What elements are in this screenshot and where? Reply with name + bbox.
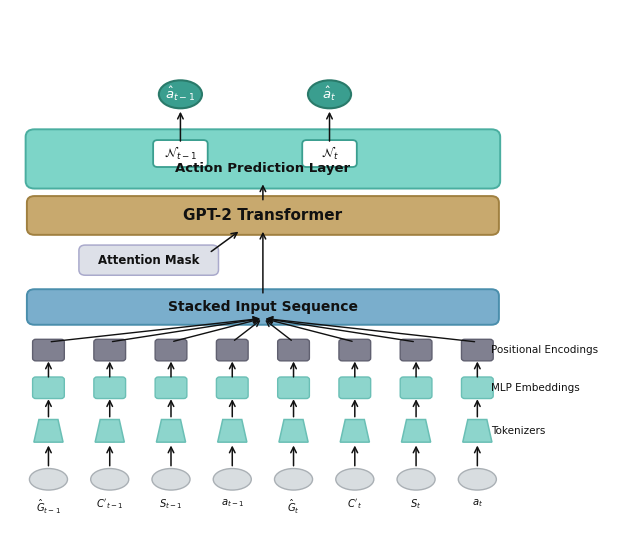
Text: $\hat{G}_t$: $\hat{G}_t$ [287, 498, 300, 516]
FancyBboxPatch shape [278, 377, 309, 399]
FancyBboxPatch shape [33, 377, 64, 399]
Ellipse shape [308, 81, 351, 108]
Ellipse shape [29, 468, 67, 490]
Text: Tokenizers: Tokenizers [492, 426, 546, 436]
Text: MLP Embeddings: MLP Embeddings [492, 383, 580, 393]
Text: $a_t$: $a_t$ [472, 498, 483, 509]
Ellipse shape [213, 468, 252, 490]
Text: $\hat{a}_t$: $\hat{a}_t$ [323, 85, 337, 103]
Text: $\hat{G}_{t-1}$: $\hat{G}_{t-1}$ [36, 498, 61, 516]
Text: Attention Mask: Attention Mask [98, 254, 200, 267]
Text: $S_t$: $S_t$ [410, 498, 422, 511]
Polygon shape [463, 419, 492, 442]
Ellipse shape [152, 468, 190, 490]
Text: $C'_t$: $C'_t$ [348, 498, 362, 511]
FancyBboxPatch shape [26, 129, 500, 189]
Polygon shape [95, 419, 124, 442]
Text: Stacked Input Sequence: Stacked Input Sequence [168, 300, 358, 314]
Ellipse shape [91, 468, 129, 490]
Text: GPT-2 Transformer: GPT-2 Transformer [183, 208, 342, 223]
FancyBboxPatch shape [461, 377, 493, 399]
FancyBboxPatch shape [339, 377, 371, 399]
FancyBboxPatch shape [155, 377, 187, 399]
FancyBboxPatch shape [302, 140, 356, 167]
Text: $\mathcal{N}_t$: $\mathcal{N}_t$ [321, 145, 339, 162]
FancyBboxPatch shape [94, 377, 125, 399]
Text: $a_{t-1}$: $a_{t-1}$ [221, 498, 244, 509]
FancyBboxPatch shape [155, 339, 187, 361]
Polygon shape [156, 419, 186, 442]
Ellipse shape [397, 468, 435, 490]
Ellipse shape [336, 468, 374, 490]
Polygon shape [279, 419, 308, 442]
Ellipse shape [159, 81, 202, 108]
FancyBboxPatch shape [339, 339, 371, 361]
FancyBboxPatch shape [33, 339, 64, 361]
FancyBboxPatch shape [278, 339, 309, 361]
FancyBboxPatch shape [94, 339, 125, 361]
Ellipse shape [458, 468, 497, 490]
FancyBboxPatch shape [27, 196, 499, 235]
Text: $\hat{a}_{t-1}$: $\hat{a}_{t-1}$ [165, 85, 196, 103]
Text: $\mathcal{N}_{t-1}$: $\mathcal{N}_{t-1}$ [164, 145, 197, 162]
FancyBboxPatch shape [216, 339, 248, 361]
Text: Positional Encodings: Positional Encodings [492, 345, 598, 355]
FancyBboxPatch shape [400, 377, 432, 399]
FancyBboxPatch shape [153, 140, 208, 167]
FancyBboxPatch shape [461, 339, 493, 361]
FancyBboxPatch shape [79, 245, 218, 275]
Polygon shape [218, 419, 247, 442]
Text: Action Prediction Layer: Action Prediction Layer [175, 162, 351, 175]
Polygon shape [34, 419, 63, 442]
Text: $C'_{t-1}$: $C'_{t-1}$ [96, 498, 124, 511]
FancyBboxPatch shape [216, 377, 248, 399]
Text: $S_{t-1}$: $S_{t-1}$ [159, 498, 183, 511]
FancyBboxPatch shape [27, 289, 499, 325]
Polygon shape [401, 419, 431, 442]
Polygon shape [340, 419, 369, 442]
Ellipse shape [275, 468, 312, 490]
FancyBboxPatch shape [400, 339, 432, 361]
